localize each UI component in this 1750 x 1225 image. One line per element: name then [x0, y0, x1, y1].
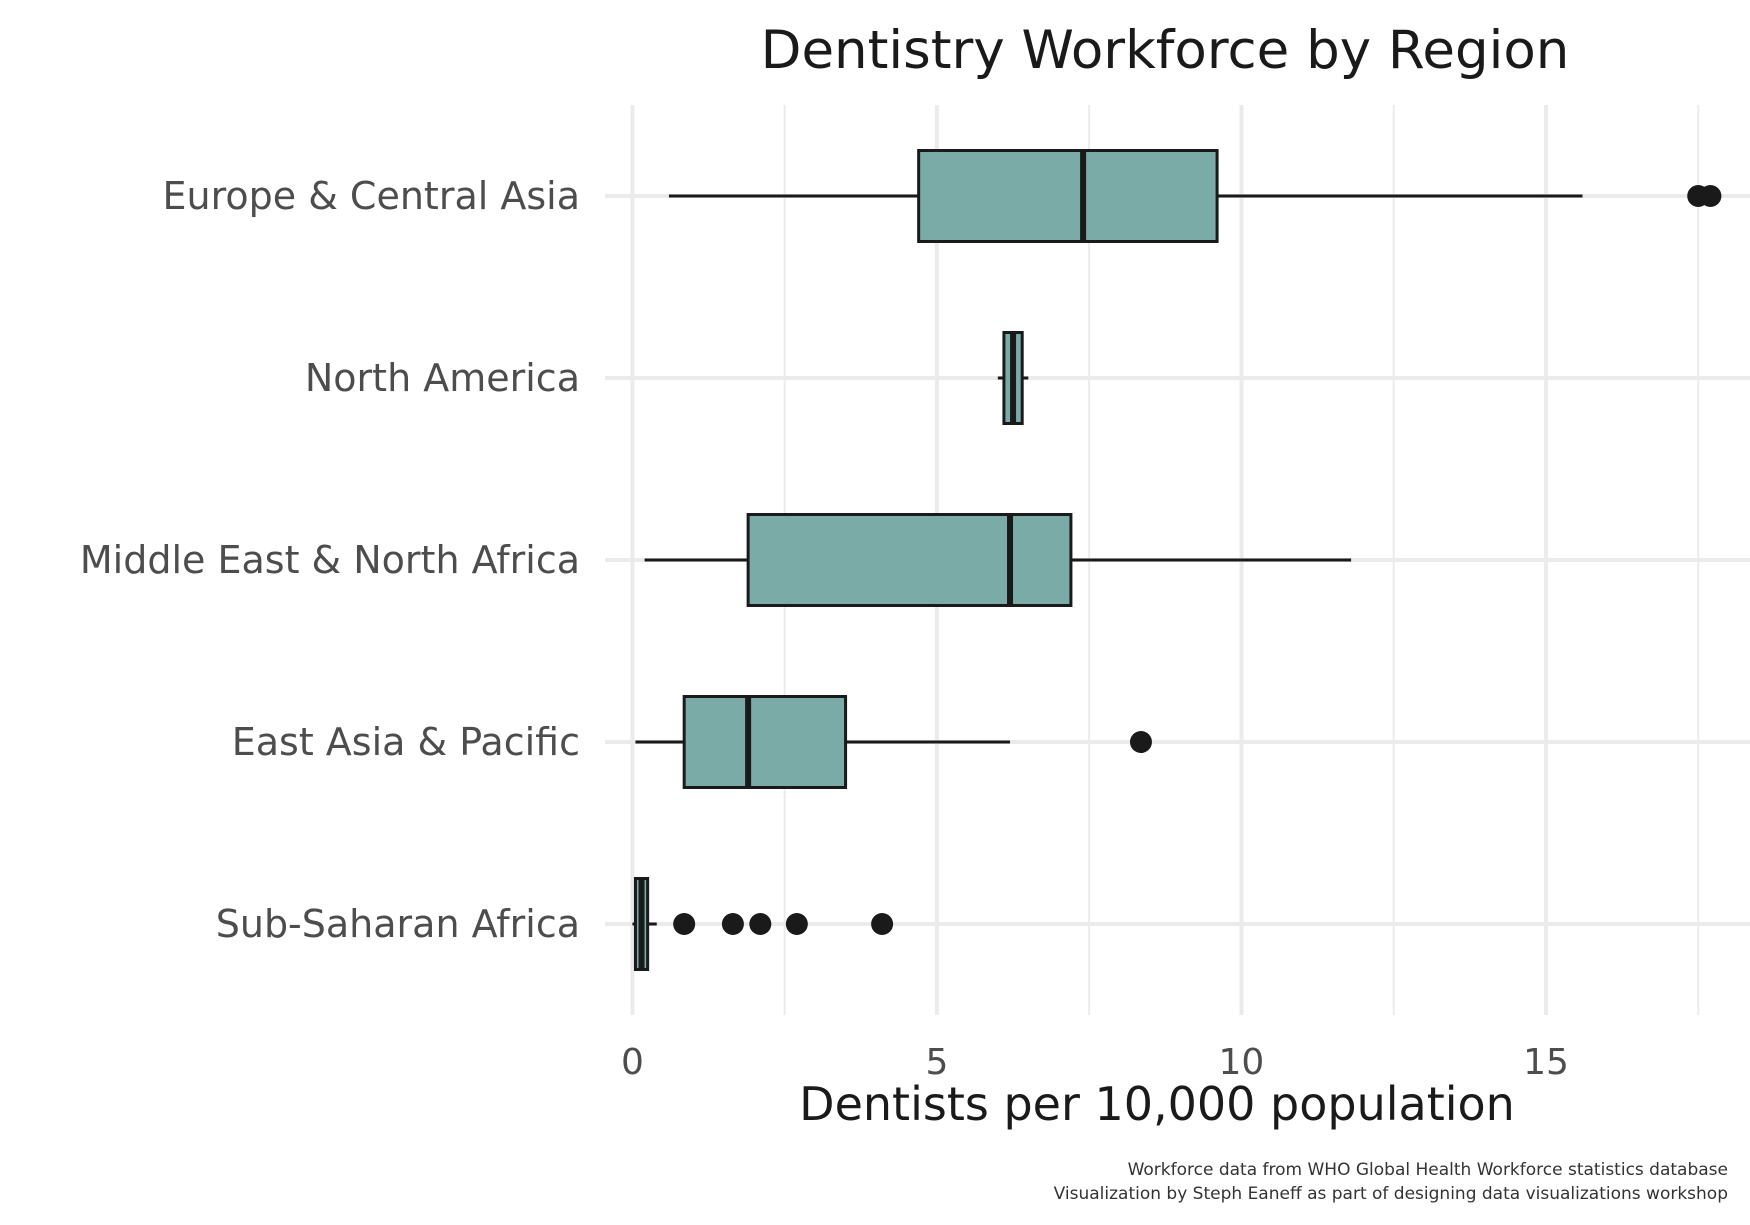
category-axis-labels: Europe & Central Asia North America Middle…	[80, 174, 580, 946]
category-label: Europe & Central Asia	[163, 174, 581, 218]
chart-title: Dentistry Workforce by Region	[761, 20, 1570, 81]
caption-source: Workforce data from WHO Global Health Wo…	[1128, 1160, 1728, 1180]
outlier-point	[785, 913, 808, 935]
outlier-point	[1699, 185, 1722, 207]
category-label: Sub-Saharan Africa	[216, 902, 580, 946]
x-axis-title: Dentists per 10,000 population	[799, 1077, 1515, 1131]
outlier-point	[749, 913, 772, 935]
category-label: North America	[305, 356, 580, 400]
category-label: East Asia & Pacific	[232, 720, 580, 764]
outlier-point	[721, 913, 744, 935]
box-europe-central-asia	[668, 149, 1722, 243]
category-label: Middle East & North Africa	[80, 538, 580, 582]
box-sub-saharan-africa	[632, 877, 894, 971]
box-east-asia-pacific	[635, 695, 1152, 789]
iqr-box	[917, 149, 1219, 243]
outlier-point	[673, 913, 696, 935]
x-axis-tick-labels: 0 5 10 15	[621, 1042, 1569, 1083]
x-tick-label: 5	[925, 1042, 948, 1083]
iqr-box	[682, 695, 848, 789]
outlier-point	[871, 913, 894, 935]
x-tick-label: 10	[1219, 1042, 1265, 1083]
box-series	[632, 149, 1722, 971]
box-middle-east-north-africa	[644, 513, 1352, 607]
outlier-point	[1129, 731, 1152, 753]
iqr-box	[746, 513, 1073, 607]
x-tick-label: 15	[1523, 1042, 1569, 1083]
box-north-america	[997, 331, 1029, 425]
x-tick-label: 0	[621, 1042, 644, 1083]
caption-credit: Visualization by Steph Eaneff as part of…	[1054, 1184, 1728, 1204]
